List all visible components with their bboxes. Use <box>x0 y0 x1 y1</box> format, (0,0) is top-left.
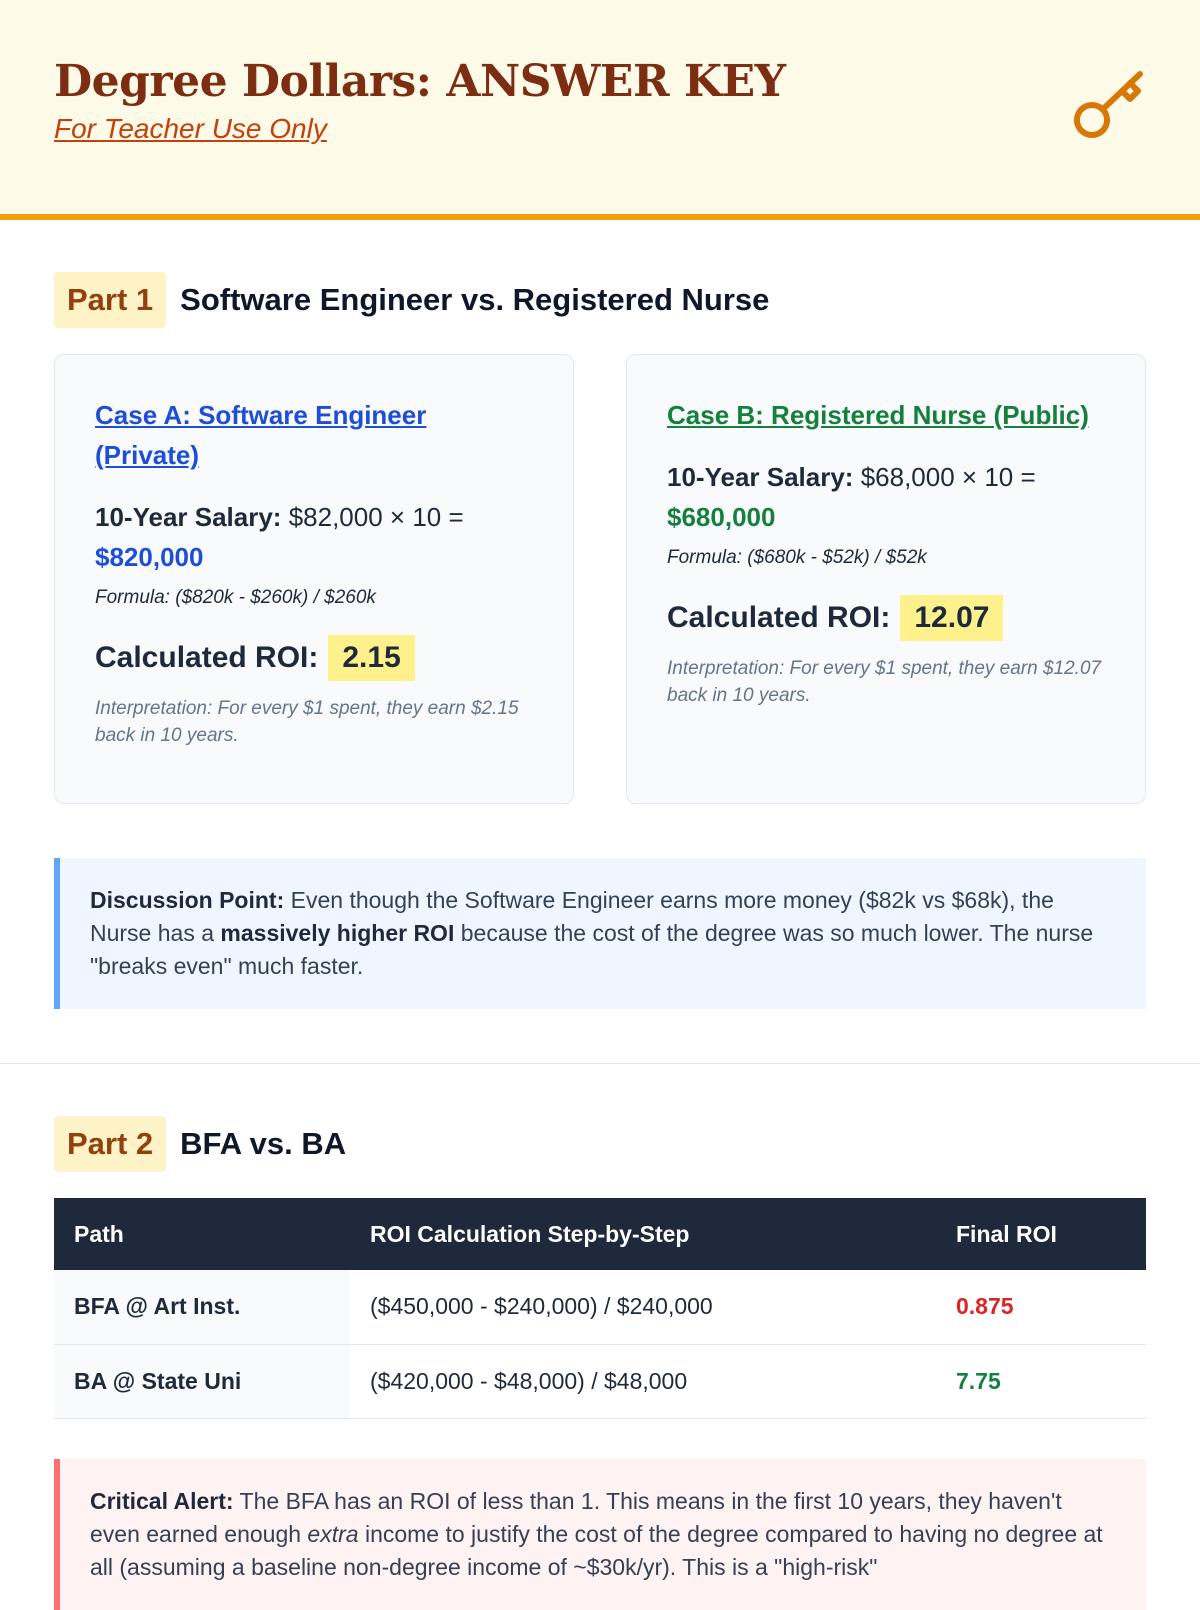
part1-title: Software Engineer vs. Registered Nurse <box>180 282 770 317</box>
section-divider <box>0 1063 1200 1064</box>
alert-emphasis: extra <box>307 1520 359 1547</box>
discussion-label: Discussion Point: <box>90 887 285 913</box>
case-b-title: Case B: Registered Nurse (Public) <box>667 400 1089 430</box>
page-header: Degree Dollars: ANSWER KEY For Teacher U… <box>0 0 1200 220</box>
salary-label: 10-Year Salary: <box>95 502 282 532</box>
column-header: Path <box>54 1198 350 1270</box>
discussion-point: Discussion Point: Even though the Softwa… <box>54 858 1146 1009</box>
case-a-card: Case A: Software Engineer (Private) 10-Y… <box>54 354 574 804</box>
case-b-card: Case B: Registered Nurse (Public) 10-Yea… <box>626 354 1146 804</box>
alert-label: Critical Alert: <box>90 1487 234 1514</box>
part2-title: BFA vs. BA <box>180 1126 347 1161</box>
formula: Formula: ($680k - $52k) / $52k <box>667 547 927 568</box>
path-cell: BFA @ Art Inst. <box>54 1270 350 1345</box>
roi-label: Calculated ROI: <box>95 641 319 674</box>
alert-text: income to justify the cost of the degree… <box>90 1520 1103 1580</box>
key-icon <box>1074 71 1143 138</box>
discussion-emphasis: massively higher ROI <box>220 920 455 946</box>
final-roi-cell: 0.875 <box>936 1270 1146 1345</box>
table-row: BA @ State Uni ($420,000 - $48,000) / $48… <box>54 1344 1146 1419</box>
column-header: Final ROI <box>936 1198 1146 1270</box>
critical-alert: Critical Alert: The BFA has an ROI of le… <box>54 1458 1146 1610</box>
salary-calc: $82,000 × 10 = <box>288 502 464 532</box>
roi-table: Path ROI Calculation Step-by-Step Final RO… <box>54 1198 1146 1419</box>
salary-label: 10-Year Salary: <box>667 462 854 492</box>
alert-text: The BFA has an ROI of less than 1. This … <box>90 1487 1062 1547</box>
roi-label: Calculated ROI: <box>667 601 891 634</box>
part1-heading: Part 1 Software Engineer vs. Registered … <box>54 272 1146 328</box>
formula: Formula: ($820k - $260k) / $260k <box>95 587 376 608</box>
path-cell: BA @ State Uni <box>54 1344 350 1419</box>
final-roi-cell: 7.75 <box>936 1344 1146 1419</box>
case-a-title: Case A: Software Engineer (Private) <box>95 400 427 470</box>
calc-cell: ($450,000 - $240,000) / $240,000 <box>350 1270 936 1345</box>
interpretation: Interpretation: For every $1 spent, they… <box>667 658 1102 706</box>
roi-value: 2.15 <box>328 635 415 681</box>
part2-heading: Part 2 BFA vs. BA <box>54 1116 1146 1172</box>
column-header: ROI Calculation Step-by-Step <box>350 1198 936 1270</box>
calc-cell: ($420,000 - $48,000) / $48,000 <box>350 1344 936 1419</box>
discussion-text: Even though the Software Engineer earns … <box>90 887 1054 946</box>
salary-total: $680,000 <box>667 502 776 532</box>
salary-total: $820,000 <box>95 542 204 572</box>
interpretation: Interpretation: For every $1 spent, they… <box>95 698 519 746</box>
roi-value: 12.07 <box>900 595 1004 641</box>
page-subtitle: For Teacher Use Only <box>54 113 327 144</box>
page-title: Degree Dollars: ANSWER KEY <box>54 56 786 107</box>
part1-badge: Part 1 <box>54 272 167 328</box>
part2-badge: Part 2 <box>54 1116 167 1172</box>
discussion-text: because the cost of the degree was so mu… <box>90 920 1094 979</box>
table-row: BFA @ Art Inst. ($450,000 - $240,000) / $… <box>54 1270 1146 1345</box>
salary-calc: $68,000 × 10 = <box>860 462 1036 492</box>
